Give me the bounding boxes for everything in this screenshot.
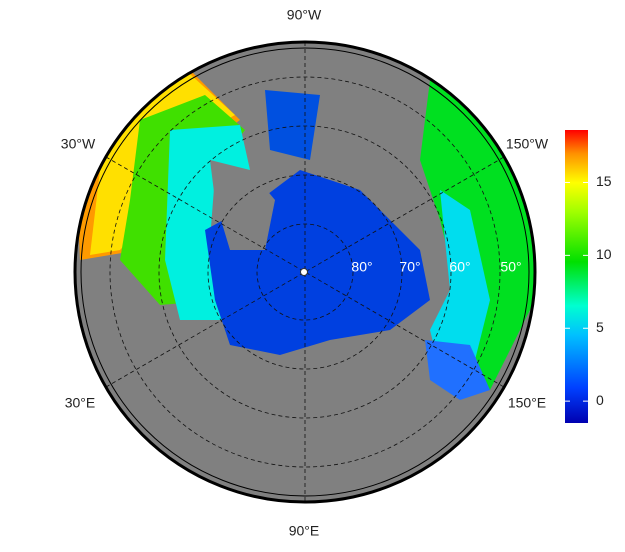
map-border (80, 47, 530, 497)
meridian-label: 30°E (65, 395, 96, 411)
map-border (73, 40, 537, 504)
meridian-label: 30°W (61, 136, 96, 152)
colorbar: 0 5 10 15 (565, 130, 612, 423)
ocean-cold (425, 340, 490, 400)
ocean-cool (165, 125, 250, 320)
parallel-label: 50° (500, 259, 521, 275)
meridian-label: 150°E (508, 395, 546, 411)
parallel-label: 70° (399, 259, 420, 275)
colorbar-scale (565, 130, 588, 423)
pole (300, 268, 308, 276)
meridian-label: 90°E (289, 523, 320, 539)
ocean-cool (430, 190, 490, 380)
parallel-label: 60° (449, 259, 470, 275)
meridian-label: 150°W (506, 136, 549, 152)
ocean-cold (265, 90, 320, 160)
colorbar-tick-label: 5 (596, 319, 604, 335)
colorbar-tick-label: 15 (596, 173, 612, 189)
meridian-label: 90°W (287, 7, 322, 23)
labels: 90°W 30°W 150°W 30°E 150°E 90°E 80° 70° 60° 50° (61, 7, 549, 539)
graticule (105, 42, 505, 502)
greenland (210, 160, 275, 250)
parallel-label: 80° (351, 259, 372, 275)
map-disk (73, 40, 537, 504)
colorbar-tick-label: 0 (596, 392, 604, 408)
colorbar-tick-label: 10 (596, 246, 612, 262)
